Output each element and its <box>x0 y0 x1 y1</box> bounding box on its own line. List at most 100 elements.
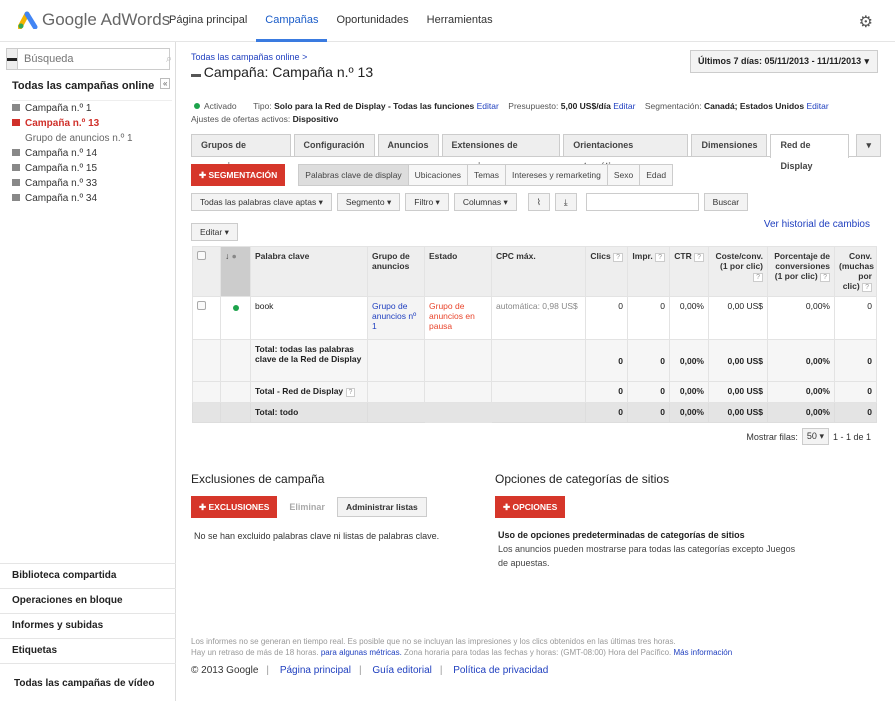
tree-item[interactable]: Campaña n.º 14 <box>12 146 172 161</box>
adgroup-link[interactable]: Grupo de anuncios nº 1 <box>367 296 425 340</box>
total-clicks: 0 <box>585 381 628 403</box>
nav-opportunities[interactable]: Oportunidades <box>336 14 409 26</box>
max-cpc-cell[interactable]: automática: 0,98 US$ <box>491 296 586 340</box>
sidebar-reports[interactable]: Informes y subidas <box>0 613 176 638</box>
tree-item[interactable]: Campaña n.º 34 <box>12 191 172 206</box>
keyword-filter-dropdown[interactable]: Todas las palabras clave aptas ▾ <box>191 193 332 211</box>
total-ctr: 0,00% <box>669 339 709 382</box>
tree-item[interactable]: Campaña n.º 15 <box>12 161 172 176</box>
tab-auto-targeting[interactable]: Orientaciones automáticas <box>563 134 689 171</box>
help-icon[interactable]: ? <box>753 273 763 282</box>
add-exclusions-button[interactable]: ✚ EXCLUSIONES <box>191 496 278 518</box>
subtab-topics[interactable]: Temas <box>466 165 506 185</box>
tab-ad-extensions[interactable]: Extensiones de anuncios <box>441 134 561 171</box>
date-range-selector[interactable]: Últimos 7 días: 05/11/2013 - 11/11/2013 ▾ <box>690 50 878 73</box>
edit-targeting-link[interactable]: Editar <box>806 101 829 111</box>
gear-icon[interactable]: ⚙ <box>858 14 873 31</box>
help-icon[interactable]: ? <box>613 253 623 262</box>
help-icon[interactable]: ? <box>694 253 704 262</box>
col-conversions[interactable]: Conv. (muchas por clic) ? <box>834 246 877 297</box>
table-search-input[interactable] <box>585 193 699 211</box>
sidebar-video-campaigns[interactable]: Todas las campañas de vídeo <box>0 663 176 703</box>
total-cost-conv: 0,00 US$ <box>708 381 768 403</box>
sidebar-labels[interactable]: Etiquetas <box>0 638 176 663</box>
help-icon[interactable]: ? <box>862 283 872 292</box>
nav-campaigns[interactable]: Campañas <box>256 0 328 42</box>
nav-tools[interactable]: Herramientas <box>426 14 493 26</box>
keyword-cell[interactable]: book <box>250 296 368 340</box>
help-icon[interactable]: ? <box>345 388 356 397</box>
tab-settings[interactable]: Configuración <box>293 134 375 156</box>
subtab-age[interactable]: Edad <box>639 165 673 185</box>
col-adgroup[interactable]: Grupo de anuncios <box>367 246 425 297</box>
search-button[interactable]: Buscar <box>703 193 749 211</box>
subtab-interests[interactable]: Intereses y remarketing <box>505 165 607 185</box>
impr-cell: 0 <box>627 296 670 340</box>
edit-dropdown[interactable]: Editar ▾ <box>191 223 238 241</box>
total-impr: 0 <box>627 339 670 382</box>
segment-dropdown[interactable]: Segmento ▾ <box>336 193 401 211</box>
select-all-checkbox[interactable] <box>192 246 221 297</box>
total-conv-rate: 0,00% <box>767 339 835 382</box>
footer-editorial-link[interactable]: Guía editorial <box>372 665 432 676</box>
tree-item[interactable]: Campaña n.º 33 <box>12 176 172 191</box>
budget-label: Presupuesto: <box>508 101 559 111</box>
tab-display-network[interactable]: Red de Display <box>770 134 850 171</box>
footer-home-link[interactable]: Página principal <box>279 665 351 676</box>
nav-home[interactable]: Página principal <box>169 14 248 26</box>
tree-item-adgroup[interactable]: Grupo de anuncios n.º 1 <box>25 133 133 144</box>
edit-budget-link[interactable]: Editar <box>613 101 636 111</box>
manage-lists-button[interactable]: Administrar listas <box>336 497 427 517</box>
dropdown-label: Todas las palabras clave aptas <box>200 197 317 207</box>
filter-dropdown[interactable]: Filtro ▾ <box>405 193 449 211</box>
row-checkbox[interactable] <box>192 296 221 340</box>
footer-privacy-link[interactable]: Política de privacidad <box>453 665 549 676</box>
col-max-cpc[interactable]: CPC máx. <box>491 246 586 297</box>
subtab-placements[interactable]: Ubicaciones <box>407 165 467 185</box>
search-input[interactable] <box>18 49 166 69</box>
help-icon[interactable]: ? <box>655 253 665 262</box>
change-history-link[interactable]: Ver historial de cambios <box>763 219 870 230</box>
adwords-logo[interactable]: Google AdWords <box>18 10 170 30</box>
segmentation-button[interactable]: ✚ SEGMENTACIÓN <box>191 164 286 186</box>
rows-per-page-select[interactable]: 50 ▾ <box>801 428 829 445</box>
campaign-info: Activado Tipo: Solo para la Red de Displ… <box>191 100 829 126</box>
col-label: Conv. (muchas por clic) <box>839 251 874 291</box>
breadcrumb[interactable]: Todas las campañas online > <box>191 52 308 62</box>
help-icon[interactable]: ? <box>820 273 830 282</box>
add-options-button[interactable]: ✚ OPCIONES <box>495 496 566 518</box>
sidebar-bulk-operations[interactable]: Operaciones en bloque <box>0 588 176 613</box>
columns-dropdown[interactable]: Columnas ▾ <box>453 193 517 211</box>
col-cost-conv[interactable]: Coste/conv. (1 por clic) ? <box>708 246 768 297</box>
col-impressions[interactable]: Impr. ? <box>627 246 670 297</box>
tree-item[interactable]: Campaña n.º 1 <box>12 101 172 116</box>
folder-icon[interactable]: ▬ <box>7 49 18 69</box>
metrics-link[interactable]: para algunas métricas. <box>320 648 402 657</box>
subtab-display-keywords[interactable]: Palabras clave de display <box>299 165 408 185</box>
total-conv: 0 <box>834 381 877 403</box>
campaign-tree: Campaña n.º 1 Campaña n.º 13 Grupo de an… <box>12 100 172 206</box>
tree-item-selected[interactable]: Campaña n.º 13 <box>12 116 172 131</box>
edit-type-link[interactable]: Editar <box>476 101 499 111</box>
search-icon[interactable]: ⌕ <box>166 53 173 65</box>
col-keyword[interactable]: Palabra clave <box>250 246 368 297</box>
tab-ads[interactable]: Anuncios <box>377 134 439 156</box>
col-label: CTR <box>674 251 692 261</box>
col-conv-rate[interactable]: Porcentaje de conversiones (1 por clic) … <box>767 246 835 297</box>
col-clicks[interactable]: Clics ? <box>585 246 628 297</box>
collapse-sidebar-button[interactable]: « <box>160 78 171 89</box>
more-info-link[interactable]: Más información <box>673 648 733 657</box>
tab-ad-groups[interactable]: Grupos de anuncios <box>191 134 291 171</box>
sidebar-shared-library[interactable]: Biblioteca compartida <box>0 563 176 588</box>
all-campaigns-link[interactable]: Todas las campañas online <box>12 80 155 92</box>
chart-icon[interactable]: ⌇ <box>527 193 550 211</box>
col-status[interactable]: Estado <box>424 246 492 297</box>
sort-status-column[interactable]: ↓ ● <box>220 246 251 297</box>
subtab-gender[interactable]: Sexo <box>606 165 640 185</box>
col-ctr[interactable]: CTR ? <box>669 246 709 297</box>
brand-name: Google AdWords <box>42 10 171 29</box>
tab-dimensions[interactable]: Dimensiones <box>691 134 768 156</box>
download-icon[interactable]: ⤓ <box>554 193 577 211</box>
campaign-icon <box>12 149 20 156</box>
tab-more-dropdown[interactable]: ▾ <box>856 134 881 156</box>
